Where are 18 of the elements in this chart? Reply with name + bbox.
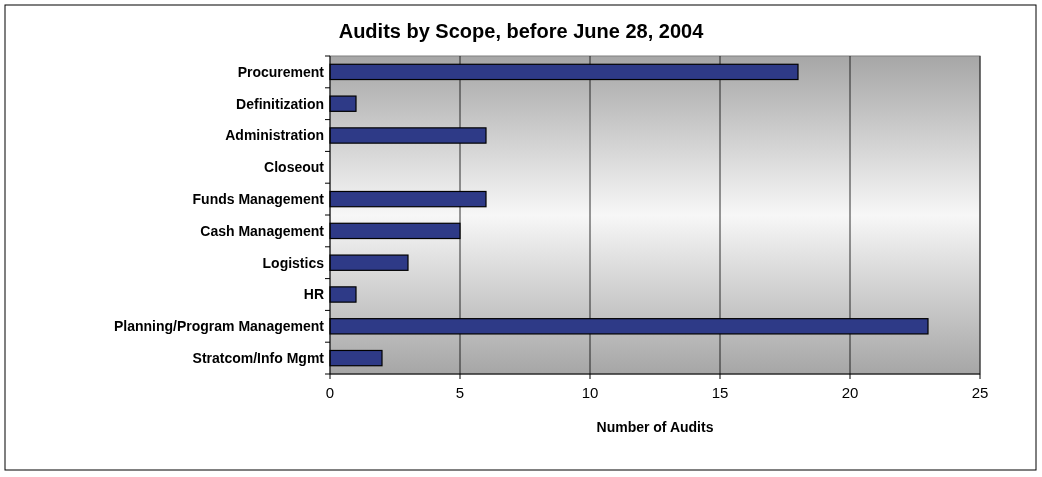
- x-tick-label: 10: [581, 384, 599, 401]
- y-tick-label: Closeout: [264, 159, 325, 176]
- y-tick-label: Procurement: [237, 63, 325, 80]
- y-tick-label: Stratcom/Info Mgmt: [192, 350, 325, 366]
- y-tick-label: Administration: [225, 127, 324, 144]
- y-tick-label: HR: [303, 286, 324, 303]
- x-axis-title: Number of Audits: [596, 419, 714, 435]
- y-tick-label: Funds Management: [192, 191, 325, 207]
- x-tick-label: 0: [325, 384, 335, 401]
- x-tick-label: 15: [711, 384, 729, 401]
- chart-title: Audits by Scope, before June 28, 2004: [338, 20, 705, 42]
- y-tick-label: Cash Management: [200, 222, 325, 239]
- x-tick-label: 20: [841, 384, 859, 401]
- x-tick-label: 25: [971, 384, 989, 401]
- x-tick-label: 5: [455, 384, 465, 401]
- y-tick-label: Planning/Program Management: [113, 318, 325, 335]
- y-tick-label: Definitization: [236, 95, 324, 112]
- y-tick-label: Logistics: [262, 254, 325, 271]
